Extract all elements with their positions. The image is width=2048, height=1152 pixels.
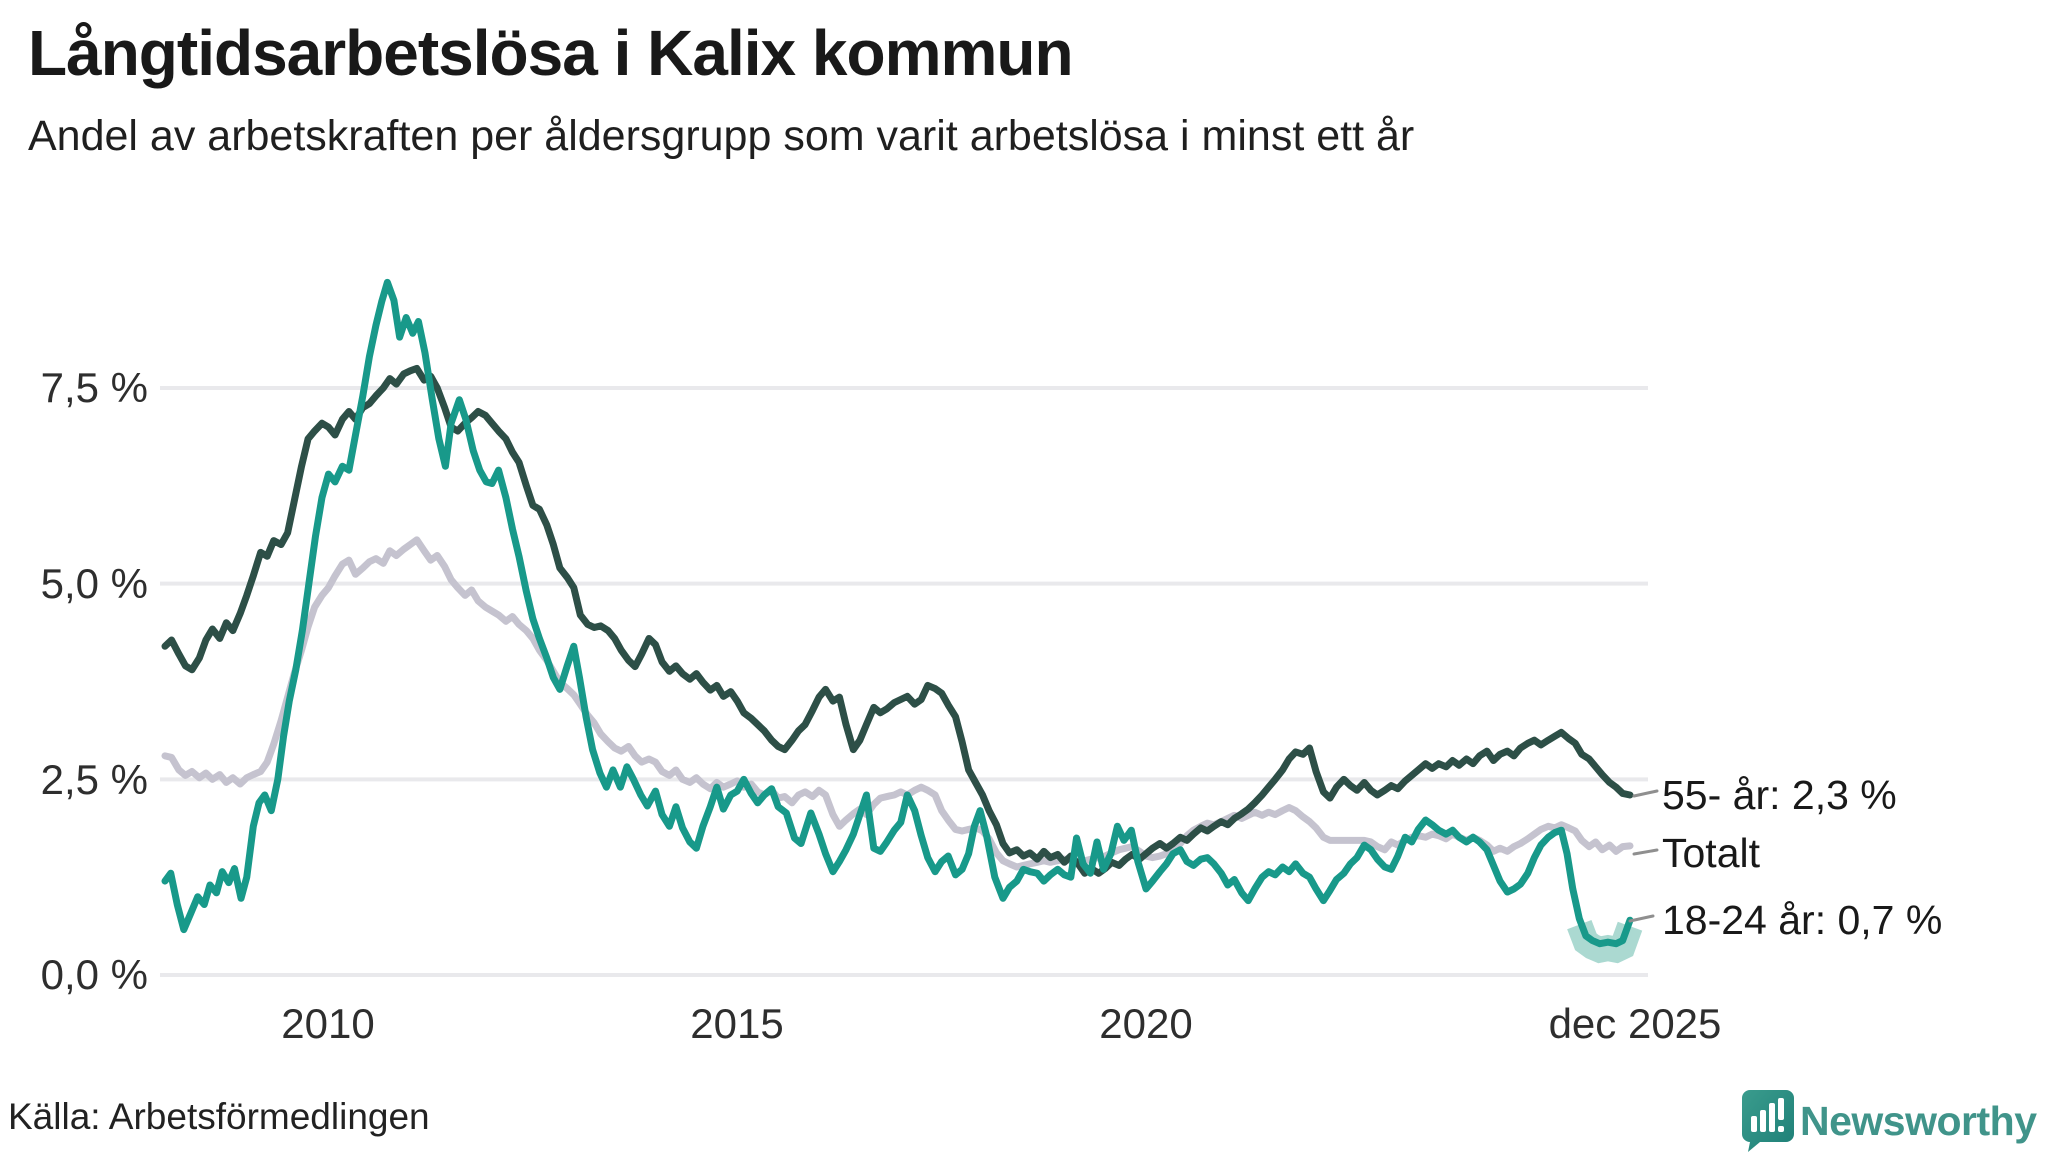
- newsworthy-logo-icon: [1742, 1090, 1794, 1152]
- series-label-55-plus: 55- år: 2,3 %: [1662, 772, 1897, 818]
- y-axis-tick-label-7-5: 7,5 %: [40, 364, 148, 411]
- y-axis-tick-label-0-0: 0,0 %: [40, 951, 148, 998]
- y-axis-tick-label-2-5: 2,5 %: [40, 756, 148, 803]
- y-axis-tick-label-5-0: 5,0 %: [40, 560, 148, 607]
- page-title: Långtidsarbetslösa i Kalix kommun: [28, 17, 1074, 89]
- x-axis-tick-label-dec-2025: dec 2025: [1548, 1000, 1722, 1047]
- series-label-total: Totalt: [1662, 830, 1760, 876]
- x-axis-tick-label-2020: 2020: [1099, 1000, 1193, 1047]
- newsworthy-wordmark: Newsworthy: [1800, 1098, 2037, 1144]
- x-axis-tick-label-2015: 2015: [690, 1000, 784, 1047]
- x-axis-tick-label-2010: 2010: [281, 1000, 375, 1047]
- series-label-18-24: 18-24 år: 0,7 %: [1662, 897, 1943, 943]
- source-note: Källa: Arbetsförmedlingen: [8, 1096, 430, 1137]
- page-subtitle: Andel av arbetskraften per åldersgrupp s…: [28, 112, 1415, 160]
